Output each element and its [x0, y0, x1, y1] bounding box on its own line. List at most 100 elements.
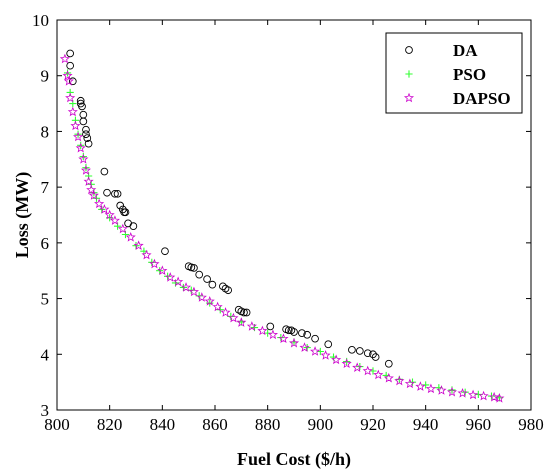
data-point-da	[100, 167, 109, 176]
data-point-da	[121, 208, 130, 217]
data-point-dapso	[70, 120, 81, 131]
data-point-dapso	[157, 265, 168, 276]
data-point-dapso	[362, 365, 373, 376]
data-point-da	[111, 189, 119, 198]
plot-frame	[56, 19, 532, 411]
data-point-da	[82, 130, 90, 139]
data-point-da	[324, 340, 333, 349]
data-point-dapso	[67, 106, 78, 117]
data-point-da	[240, 308, 248, 317]
data-point-dapso	[80, 165, 92, 175]
data-point-dapso	[278, 333, 289, 343]
axis-tick-labels: 800 820 840 860 880 900 920 940 960 980 3 4 5 6 7 8 9 10	[32, 11, 544, 434]
data-point-da	[290, 328, 298, 336]
data-point-pso	[71, 116, 80, 124]
data-point-da	[84, 139, 93, 148]
data-point-dapso	[212, 301, 223, 312]
x-tick-label: 880	[255, 415, 281, 434]
data-point-dapso	[180, 282, 192, 292]
data-point-dapso	[173, 276, 184, 287]
data-point-da	[68, 77, 77, 86]
data-point-da	[298, 329, 306, 337]
data-point-dapso	[78, 153, 89, 164]
data-point-dapso	[288, 337, 300, 348]
data-point-da	[203, 275, 211, 283]
data-point-da	[224, 286, 233, 295]
data-point-dapso	[320, 350, 331, 360]
data-point-pso	[66, 88, 74, 97]
data-point-dapso	[63, 75, 74, 86]
data-point-dapso	[446, 386, 458, 397]
data-point-dapso	[188, 286, 199, 297]
data-point-dapso	[267, 329, 278, 340]
data-point-dapso	[436, 385, 447, 395]
data-point-da	[303, 330, 312, 339]
data-point-da	[355, 347, 364, 355]
y-tick-label: 5	[41, 290, 50, 309]
legend-marker-pso	[405, 70, 413, 78]
data-point-dapso	[65, 92, 76, 103]
data-point-dapso	[83, 176, 94, 186]
data-point-da	[371, 353, 380, 361]
y-tick-label: 6	[41, 234, 50, 253]
y-tick-label: 7	[41, 178, 50, 197]
data-point-dapso	[117, 223, 128, 234]
legend-marker-da	[405, 46, 413, 54]
data-point-dapso	[373, 369, 384, 380]
data-point-dapso	[88, 190, 99, 200]
data-point-dapso	[62, 70, 73, 81]
data-point-dapso	[75, 142, 86, 153]
data-point-da	[266, 322, 275, 331]
data-point-dapso	[415, 381, 426, 391]
x-tick-label: 860	[202, 415, 228, 434]
legend-label-dapso: DAPSO	[453, 89, 511, 108]
data-point-da	[195, 270, 204, 279]
x-tick-label: 980	[518, 415, 544, 434]
data-point-da	[190, 264, 198, 272]
y-tick-label: 3	[41, 401, 50, 420]
x-tick-label: 940	[413, 415, 439, 434]
data-point-dapso	[383, 372, 394, 383]
data-point-da	[78, 102, 86, 111]
data-point-dapso	[494, 392, 505, 403]
data-point-dapso	[299, 342, 310, 352]
data-point-da	[66, 61, 75, 70]
data-point-dapso	[228, 312, 239, 323]
data-point-dapso	[425, 383, 436, 394]
data-point-da	[384, 359, 393, 368]
data-point-da	[187, 263, 196, 272]
data-point-da	[83, 134, 92, 142]
data-point-dapso	[478, 390, 489, 401]
data-point-dapso	[310, 346, 321, 356]
data-point-dapso	[341, 358, 352, 369]
series-da	[66, 49, 393, 368]
data-point-dapso	[94, 198, 105, 209]
data-point-da	[66, 49, 75, 58]
data-point-dapso	[394, 375, 405, 386]
data-point-da	[82, 125, 90, 134]
data-point-dapso	[141, 249, 152, 260]
data-point-dapso	[489, 391, 500, 402]
y-tick-label: 10	[32, 11, 49, 30]
data-point-da	[363, 349, 372, 358]
data-point-da	[369, 350, 377, 359]
data-point-da	[311, 334, 319, 343]
y-tick-label: 4	[41, 345, 50, 364]
data-point-da	[79, 110, 88, 119]
data-point-da	[348, 345, 356, 354]
data-point-da	[103, 188, 111, 197]
legend-marker-dapso	[403, 92, 415, 103]
data-point-da	[242, 308, 251, 317]
x-tick-label: 900	[308, 415, 334, 434]
data-point-dapso	[404, 378, 415, 389]
x-tick-label: 960	[466, 415, 492, 434]
data-point-dapso	[133, 240, 144, 250]
data-point-dapso	[468, 389, 479, 400]
data-point-dapso	[246, 321, 257, 331]
data-point-da	[284, 326, 293, 335]
data-marks	[59, 49, 505, 403]
data-point-da	[124, 219, 132, 228]
x-tick-label: 920	[360, 415, 386, 434]
data-point-dapso	[99, 204, 110, 214]
